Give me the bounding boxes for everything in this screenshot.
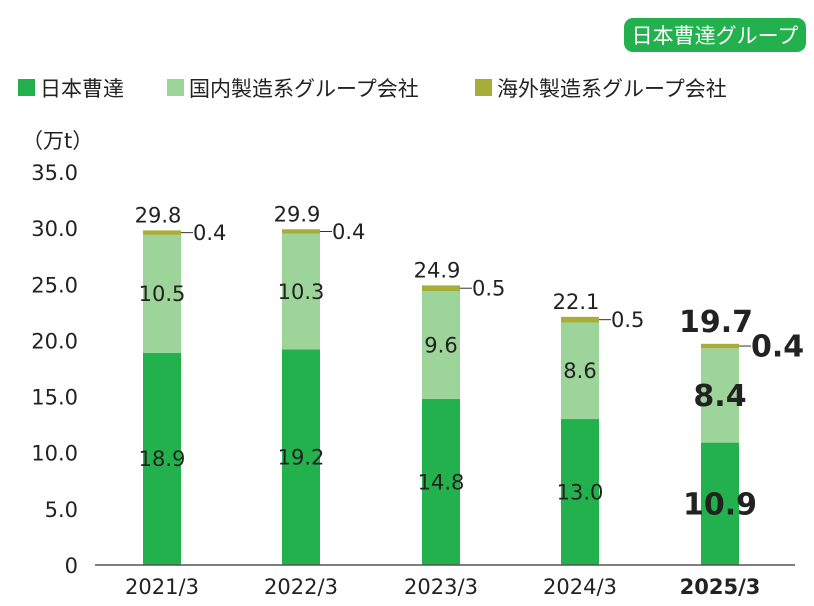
legend-swatch [167, 79, 184, 96]
total-label: 29.9 [274, 202, 321, 226]
bar-segment [143, 234, 181, 353]
x-tick-label: 2024/3 [543, 575, 617, 599]
data-label: 0.4 [332, 220, 365, 244]
data-label: 13.0 [557, 480, 604, 504]
bar-segment [143, 230, 181, 235]
y-tick-label: 5.0 [45, 498, 78, 522]
bar-segment [143, 352, 181, 565]
total-label: 22.1 [553, 290, 600, 314]
legend-label: 国内製造系グループ会社 [189, 77, 419, 101]
bar-segment [701, 442, 739, 565]
x-tick-label: 2025/3 [680, 575, 761, 599]
data-label: 9.6 [424, 333, 457, 357]
legend: 日本曹達 国内製造系グループ会社 海外製造系グループ会社 [18, 77, 727, 101]
bar-segment [422, 285, 460, 292]
y-tick-label: 25.0 [31, 273, 78, 297]
bar-segment [701, 348, 739, 443]
data-label: 18.9 [139, 447, 186, 471]
legend-swatch [18, 79, 35, 96]
data-label: 10.3 [278, 280, 325, 304]
total-label: 19.7 [679, 305, 753, 340]
bar-segment [561, 419, 599, 565]
data-label: 0.4 [751, 330, 804, 365]
y-unit-label: （万t） [22, 129, 93, 153]
x-tick-label: 2023/3 [404, 575, 478, 599]
data-label: 19.2 [278, 446, 325, 470]
data-label: 0.5 [472, 277, 505, 301]
y-tick-label: 30.0 [31, 217, 78, 241]
y-tick-label: 10.0 [31, 442, 78, 466]
data-label: 0.5 [611, 308, 644, 332]
x-axis: 2021/3 2022/3 2023/3 2024/3 2025/3 [125, 575, 760, 599]
total-label: 24.9 [414, 258, 461, 282]
x-tick-label: 2022/3 [264, 575, 338, 599]
data-label: 8.4 [693, 379, 746, 414]
bar-segment [422, 291, 460, 399]
data-label: 8.6 [563, 359, 596, 383]
bar-segment [701, 343, 739, 349]
y-tick-label: 0 [65, 554, 78, 578]
total-label: 29.8 [135, 203, 182, 227]
bars: 18.9 10.5 0.4 29.8 19.2 10.3 0.4 29.9 14.8 9.6 0.5… [135, 202, 804, 565]
y-tick-label: 20.0 [31, 329, 78, 353]
bar-segment [561, 316, 599, 323]
group-badge [624, 18, 806, 52]
data-label: 0.4 [193, 221, 226, 245]
legend-label: 海外製造系グループ会社 [497, 77, 727, 101]
bar-segment [282, 349, 320, 565]
data-label: 10.5 [139, 282, 186, 306]
bar-segment [422, 398, 460, 565]
bar-segment [561, 322, 599, 420]
data-label: 14.8 [418, 470, 465, 494]
y-axis: 0 5.0 10.0 15.0 20.0 25.0 30.0 35.0 [31, 161, 78, 578]
x-tick-label: 2021/3 [125, 575, 199, 599]
bar-segment [282, 229, 320, 234]
legend-swatch [475, 79, 492, 96]
data-label: 10.9 [683, 487, 757, 522]
legend-label: 日本曹達 [40, 77, 124, 101]
group-badge-label: 日本曹達グループ [632, 24, 799, 48]
bar-segment [282, 233, 320, 350]
y-tick-label: 35.0 [31, 161, 78, 185]
y-tick-label: 15.0 [31, 386, 78, 410]
